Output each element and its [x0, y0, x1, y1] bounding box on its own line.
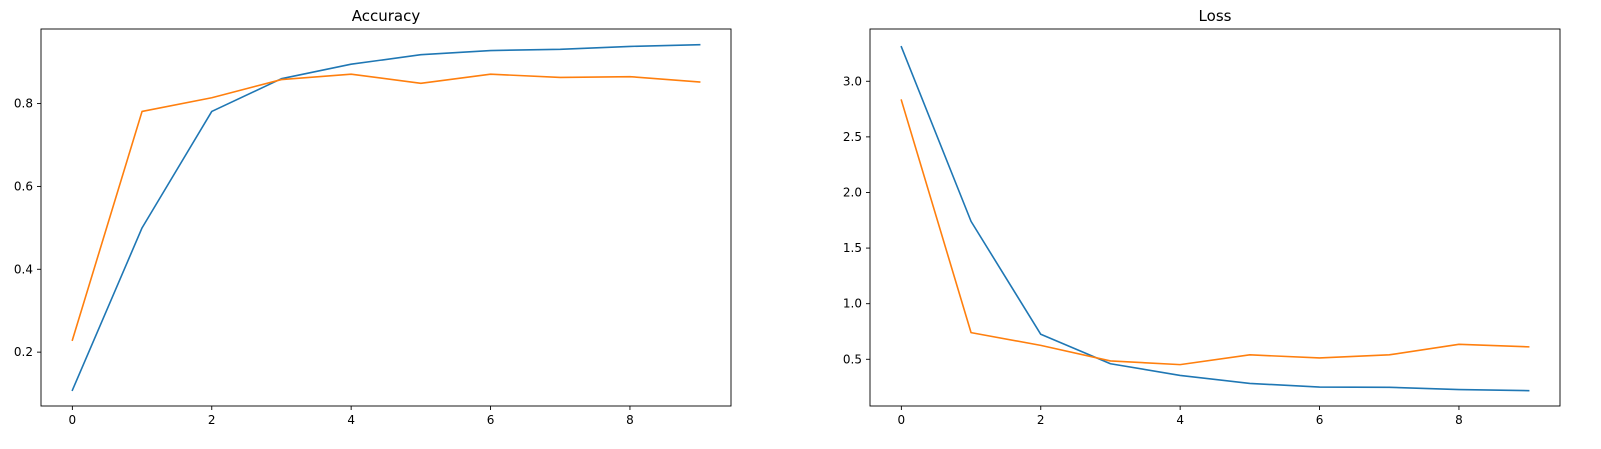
loss-plot-frame	[869, 28, 1561, 407]
accuracy-y-tick-label: 0.4	[14, 262, 33, 276]
accuracy-x-tick-label: 4	[347, 413, 355, 427]
loss-x-tick-label: 4	[1176, 413, 1184, 427]
accuracy-x-tick-label: 8	[626, 413, 634, 427]
accuracy-y-tick-label: 0.8	[14, 97, 33, 111]
loss-series-0-line	[900, 45, 1530, 392]
loss-series-1-line	[900, 99, 1530, 366]
accuracy-y-tick-label: 0.6	[14, 179, 33, 193]
accuracy-y-tick-label: 0.2	[14, 345, 33, 359]
accuracy-series-1-line	[71, 73, 701, 342]
loss-x-tick-label: 8	[1455, 413, 1463, 427]
accuracy-plot-frame	[40, 28, 732, 407]
loss-x-tick-label: 6	[1316, 413, 1324, 427]
loss-x-tick-label: 2	[1037, 413, 1045, 427]
loss-x-tick-label: 0	[898, 413, 906, 427]
accuracy-x-tick-label: 6	[487, 413, 495, 427]
loss-chart: Loss 0 2 4 6 8 0.5 1.0 1.5 2.0 2.5 3.0	[843, 7, 1561, 427]
loss-y-tick-label: 3.0	[843, 74, 862, 88]
accuracy-chart: Accuracy 0 2 4 6 8 0.2 0.4 0.6 0.8	[14, 7, 732, 427]
accuracy-x-tick-label: 2	[208, 413, 216, 427]
loss-y-tick-label: 0.5	[843, 352, 862, 366]
accuracy-title: Accuracy	[352, 7, 421, 25]
accuracy-x-tick-label: 0	[69, 413, 77, 427]
loss-y-tick-label: 1.0	[843, 297, 862, 311]
accuracy-series-0-line	[71, 43, 701, 392]
loss-y-tick-label: 2.0	[843, 185, 862, 199]
loss-y-tick-label: 2.5	[843, 130, 862, 144]
loss-title: Loss	[1199, 7, 1232, 25]
loss-y-tick-label: 1.5	[843, 241, 862, 255]
